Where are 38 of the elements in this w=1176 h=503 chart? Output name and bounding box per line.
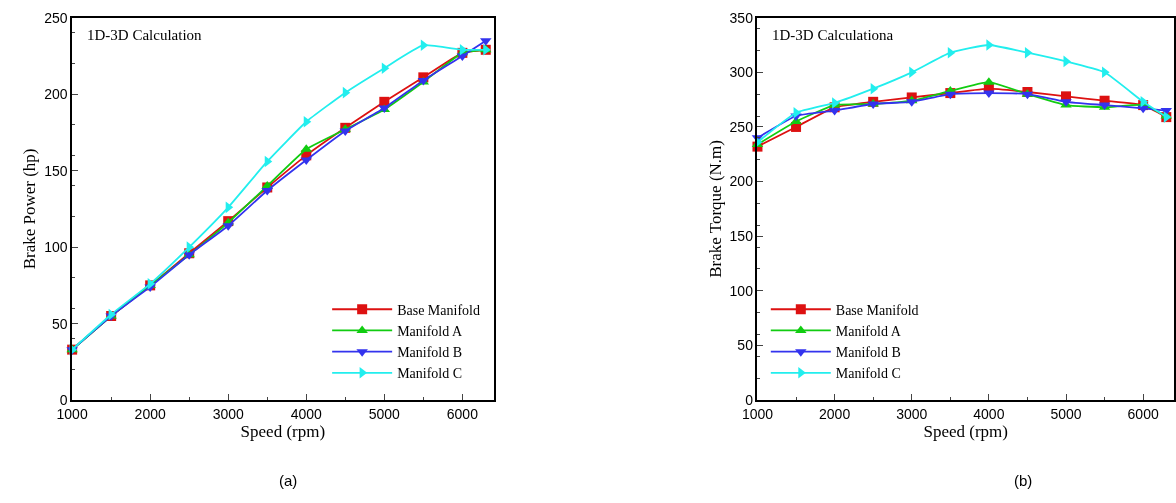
x-tick-label: 2000 — [819, 405, 851, 422]
y-tick-label: 300 — [729, 64, 754, 81]
legend-label: Manifold B — [397, 345, 463, 361]
x-tick-label: 3000 — [212, 405, 244, 422]
y-axis-title: Brake Power (hp) — [20, 148, 40, 270]
text: (b) — [1014, 472, 1033, 489]
x-axis-title: Speed (rpm) — [240, 421, 326, 441]
y-tick-label: 250 — [729, 118, 754, 135]
y-tick-label: 350 — [729, 9, 754, 26]
x-axis-title: Speed (rpm) — [923, 421, 1008, 441]
y-axis-title: Brake Torque (N.m) — [705, 140, 725, 278]
legend-label: Manifold A — [397, 323, 463, 339]
y-tick-label: 250 — [44, 9, 68, 26]
y-tick-label: 50 — [52, 315, 68, 332]
y-tick-label: 150 — [729, 228, 754, 245]
legend-label: Manifold C — [397, 366, 463, 382]
legend-label: Base Manifold — [835, 302, 919, 318]
y-tick-label: 100 — [44, 239, 68, 256]
y-tick-label: 100 — [729, 282, 754, 299]
y-tick-label: 50 — [737, 337, 754, 354]
legend-label: Manifold C — [835, 366, 901, 382]
annotation: 1D-3D Calculation — [87, 27, 203, 43]
text: (a) — [279, 472, 298, 489]
x-tick-label: 5000 — [368, 405, 401, 422]
y-tick-label: 200 — [729, 173, 754, 190]
x-tick-label: 5000 — [1050, 405, 1082, 422]
y-tick-label: 200 — [44, 86, 68, 103]
x-tick-label: 4000 — [290, 405, 323, 422]
legend-label: Base Manifold — [397, 302, 480, 318]
x-tick-label: 6000 — [446, 405, 479, 422]
x-tick-label: 3000 — [896, 405, 928, 422]
legend-label: Manifold A — [835, 323, 902, 339]
annotation: 1D-3D Calculationa — [772, 27, 894, 43]
legend-label: Manifold B — [835, 345, 901, 361]
x-tick-label: 4000 — [973, 405, 1005, 422]
x-tick-label: 2000 — [134, 405, 166, 422]
x-tick-label: 6000 — [1127, 405, 1159, 422]
y-tick-label: 150 — [44, 162, 68, 179]
